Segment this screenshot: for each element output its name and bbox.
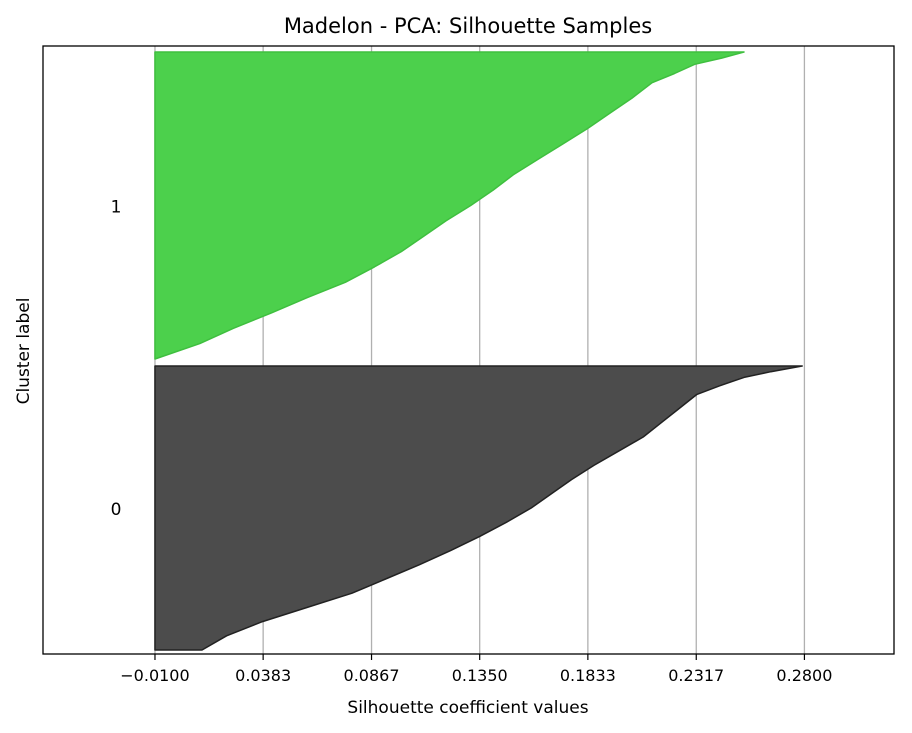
chart-title: Madelon - PCA: Silhouette Samples [284,14,652,38]
x-tick-label: 0.2317 [668,666,724,685]
cluster-silhouettes [154,51,803,651]
x-axis-label: Silhouette coefficient values [347,698,588,718]
silhouette-cluster-1 [154,51,745,360]
plot-frame [42,45,895,655]
x-tick-label: 0.2800 [776,666,832,685]
x-tick-label: 0.0383 [235,666,291,685]
cluster-labels: 01 [111,198,122,521]
cluster-label-0: 0 [111,500,122,520]
x-tick-label: 0.1833 [560,666,616,685]
y-axis-label: Cluster label [14,298,34,405]
x-tick-label: 0.0867 [344,666,400,685]
x-tick-label: −0.0100 [120,666,189,685]
x-axis: −0.0100 0.0383 0.0867 0.1350 0.1833 0.2317 0.2… [120,654,832,685]
x-tick-label: 0.1350 [452,666,508,685]
silhouette-cluster-0 [154,365,803,651]
cluster-label-1: 1 [111,198,122,218]
